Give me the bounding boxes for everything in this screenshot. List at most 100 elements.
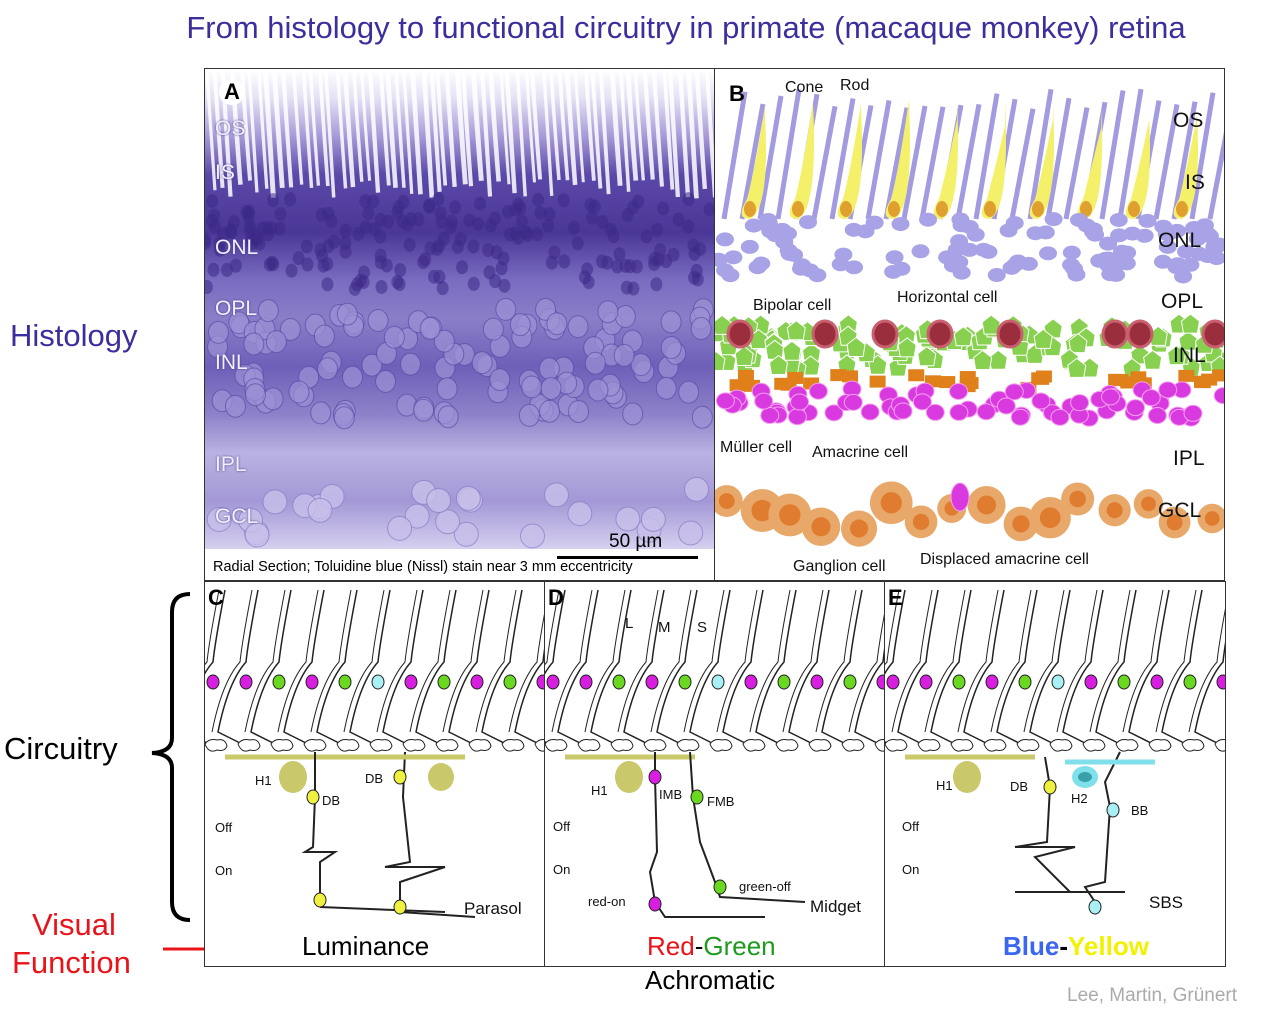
- photoreceptor: [924, 589, 966, 733]
- ganglion-nucleus: [850, 519, 869, 538]
- photoreceptor: [689, 589, 731, 748]
- panel-a-histology: A OS IS ONL OPL INL IPL GCL 50 µm Radial…: [204, 68, 715, 581]
- onl-nucleus: [267, 193, 280, 208]
- inl-cell: [660, 335, 682, 359]
- photoreceptor-outer-segment: [625, 69, 639, 181]
- inl-cell: [597, 300, 619, 324]
- bipolar-cell: [715, 314, 732, 335]
- onl-nucleus: [543, 207, 556, 222]
- cone-pedicle: [610, 739, 634, 752]
- onl-nucleus: [1188, 231, 1207, 246]
- onl-nucleus: [911, 244, 930, 259]
- photoreceptor-outer-segment: [530, 69, 543, 180]
- onl-nucleus: [620, 280, 633, 295]
- layer-label: GCL: [215, 505, 259, 528]
- photoreceptor-outer-segment: [470, 69, 484, 181]
- cone-pedicle: [643, 739, 667, 752]
- amacrine-cell: [1183, 404, 1203, 422]
- photoreceptor: [584, 589, 626, 733]
- onl-nucleus: [375, 279, 388, 294]
- cone: [1173, 115, 1198, 219]
- ganglion-cell: [244, 522, 270, 548]
- onl-nucleus: [208, 208, 221, 223]
- cone-pedicle: [534, 739, 545, 752]
- ganglion-nucleus: [1039, 507, 1061, 529]
- inl-cell: [539, 399, 561, 423]
- rod: [883, 107, 910, 220]
- onl-nucleus: [498, 278, 511, 293]
- photoreceptor-outer-segment: [205, 69, 217, 191]
- cone-nucleus: [612, 674, 626, 690]
- inl-cell: [313, 324, 335, 348]
- h2-nucleus: [1078, 772, 1092, 782]
- bipolar-axon: [319, 906, 446, 913]
- red-text: Red: [647, 931, 695, 961]
- photoreceptor: [1161, 589, 1203, 748]
- onl-nucleus: [1101, 267, 1120, 282]
- rod: [1189, 92, 1216, 220]
- cone-pedicle: [1016, 739, 1040, 752]
- muller-cell: [737, 369, 754, 382]
- amacrine-cell: [1101, 388, 1121, 406]
- rod: [1207, 131, 1224, 220]
- onl-nucleus: [1110, 228, 1129, 243]
- onl-nucleus: [412, 212, 425, 227]
- photoreceptor: [481, 589, 523, 748]
- inl-cell: [678, 380, 700, 404]
- photoreceptor: [205, 589, 226, 748]
- onl-nucleus: [362, 206, 375, 221]
- ganglion-cell: [387, 515, 413, 541]
- cell-type-label: Midget: [810, 897, 862, 916]
- cone-pedicle: [709, 739, 733, 752]
- inl-cell: [660, 310, 682, 334]
- inl-cell: [207, 320, 229, 344]
- cone: [1029, 103, 1054, 219]
- onl-nucleus: [1138, 213, 1157, 228]
- amacrine-cell: [754, 392, 774, 410]
- function-red-green: Red-Green: [647, 931, 776, 962]
- horizontal-cell: [1101, 319, 1129, 349]
- inl-cell: [691, 405, 713, 429]
- onl-nucleus: [657, 201, 670, 216]
- cone-nucleus: [272, 674, 286, 690]
- photoreceptor-outer-segment: [479, 69, 493, 197]
- photoreceptor: [211, 589, 253, 733]
- onl-nucleus: [952, 218, 971, 233]
- h1-cell: [428, 763, 454, 791]
- photoreceptor-outer-segment: [557, 69, 570, 181]
- photoreceptor: [205, 589, 220, 666]
- cone: [933, 99, 958, 219]
- onl-nucleus: [611, 259, 624, 274]
- cone-pedicle: [874, 739, 885, 752]
- cell-body: [313, 892, 327, 908]
- cone-pedicle: [1148, 739, 1172, 752]
- cell-body: [1106, 802, 1120, 818]
- photoreceptor-outer-segment: [257, 69, 269, 189]
- photoreceptor-outer-segment: [435, 69, 448, 186]
- onl-nucleus: [1158, 239, 1177, 254]
- photoreceptor-outer-segment: [662, 69, 675, 190]
- muller-cell: [962, 377, 979, 390]
- photoreceptor-outer-segment: [301, 69, 314, 189]
- scale-bar: [557, 556, 698, 559]
- cone-nucleus: [744, 201, 756, 217]
- amacrine-cell: [1158, 381, 1178, 399]
- cone-nucleus: [843, 674, 857, 690]
- onl-nucleus: [213, 242, 226, 257]
- h1-cell: [953, 761, 981, 793]
- inl-cell: [614, 305, 636, 329]
- photoreceptor-outer-segment: [429, 69, 442, 192]
- onl-nucleus: [374, 255, 387, 270]
- ganglion-nucleus: [1166, 514, 1183, 531]
- onl-nucleus: [938, 250, 957, 265]
- cone: [789, 101, 814, 219]
- onl-nucleus: [240, 204, 253, 219]
- cone: [1077, 106, 1102, 219]
- cell-body: [648, 769, 662, 785]
- on-label: On: [553, 862, 571, 877]
- bb-label: BB: [1131, 803, 1149, 818]
- cone-pedicle: [205, 739, 228, 752]
- photoreceptor: [885, 589, 906, 748]
- onl-nucleus: [367, 194, 380, 209]
- onl-nucleus: [744, 218, 763, 233]
